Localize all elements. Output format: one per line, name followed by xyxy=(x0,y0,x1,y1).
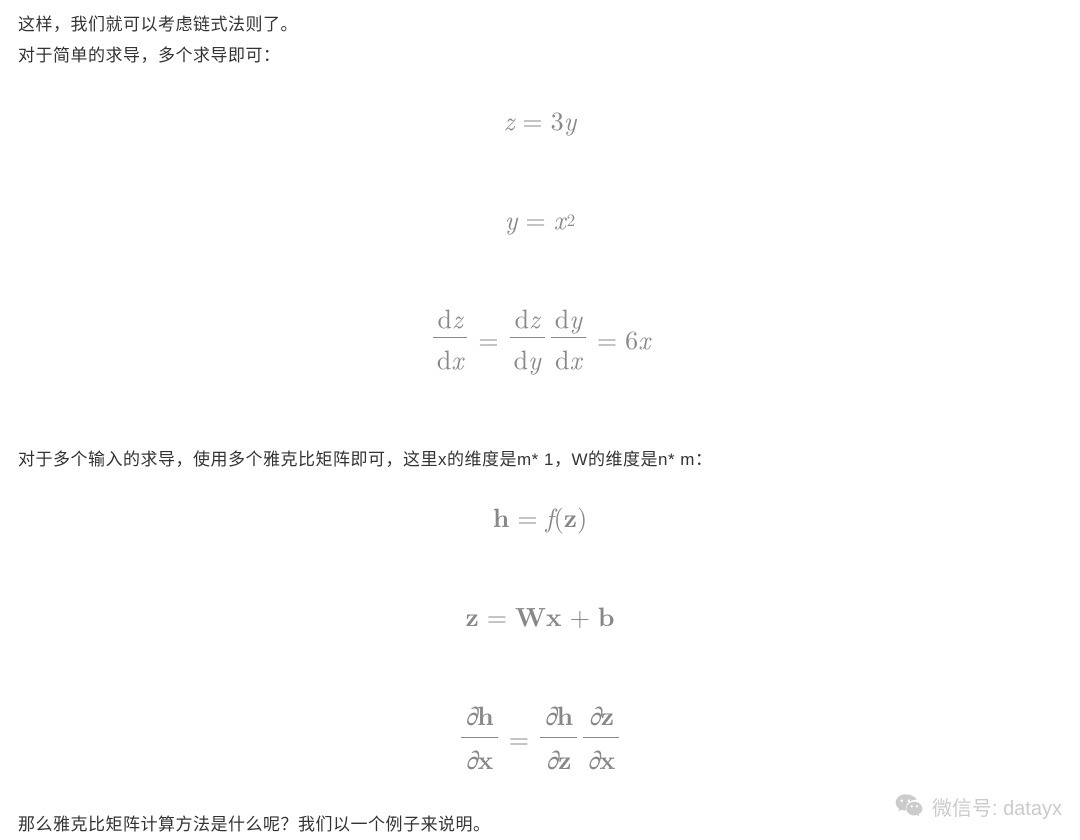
equation-6: ∂h ∂x = ∂h ∂z ∂z ∂x xyxy=(18,696,1062,780)
paragraph-2: 对于简单的求导，多个求导即可： xyxy=(18,41,1062,72)
article-body: 这样，我们就可以考虑链式法则了。 对于简单的求导，多个求导即可： z = 3y … xyxy=(0,0,1080,840)
equation-1: z = 3y xyxy=(18,101,1062,138)
equation-2: y = x2 xyxy=(18,200,1062,237)
equation-5: z = Wx + b xyxy=(18,597,1062,634)
wechat-watermark: 微信号: datayx xyxy=(894,791,1062,821)
watermark-text: 微信号: datayx xyxy=(932,792,1062,821)
equation-4: h = f(z) xyxy=(18,498,1062,535)
equation-3: dz dx = dz dy dy dx = 6x xyxy=(18,299,1062,377)
wechat-icon xyxy=(894,791,924,821)
paragraph-1: 这样，我们就可以考虑链式法则了。 xyxy=(18,10,1062,41)
paragraph-3: 对于多个输入的求导，使用多个雅克比矩阵即可，这里x的维度是m* 1，W的维度是n… xyxy=(18,445,1062,476)
